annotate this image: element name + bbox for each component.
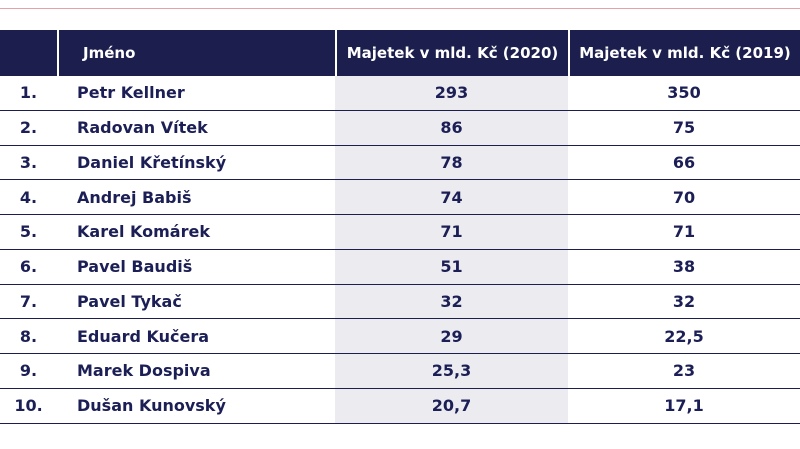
table-cell: 71 <box>672 222 696 242</box>
table-cell: Daniel Křetínský <box>77 152 227 172</box>
table-cell: 70 <box>672 187 696 207</box>
table-row: 9. Marek Dospiva 25,3 23 <box>0 354 800 389</box>
table-cell: 32 <box>335 284 568 319</box>
header-cell <box>0 30 57 76</box>
table-cell: 3. <box>19 152 38 172</box>
table-cell: 17,1 <box>664 396 704 416</box>
table-cell: 10. <box>14 396 43 416</box>
table-cell: 1. <box>19 83 38 103</box>
table-cell: Marek Dospiva <box>77 361 211 381</box>
table-cell: Karel Komárek <box>77 222 210 242</box>
table-cell: 293 <box>335 76 568 110</box>
table-cell: Andrej Babiš <box>77 187 192 207</box>
table-cell: Radovan Vítek <box>77 118 208 138</box>
table-cell: 71 <box>335 215 568 249</box>
table-cell: 2. <box>19 118 38 138</box>
table-cell: 6. <box>19 257 38 277</box>
header-row: Jméno Majetek v mld. Kč (2020) Majetek v m… <box>0 30 800 76</box>
table-cell: Pavel Baudiš <box>77 257 193 277</box>
table-cell: 8. <box>19 326 38 346</box>
header-cell: Majetek v mld. Kč (2019) <box>568 30 800 76</box>
top-rule <box>0 8 800 9</box>
table-row: 6. Pavel Baudiš 51 38 <box>0 249 800 285</box>
table-row: 10. Dušan Kunovský 20,7 17,1 <box>0 388 800 424</box>
table-row: 2. Radovan Vítek 86 75 <box>0 110 800 146</box>
table-row: 5. Karel Komárek 71 71 <box>0 215 800 250</box>
table-cell: 5. <box>19 222 38 242</box>
table-cell: 25,3 <box>335 354 568 388</box>
table-cell: 4. <box>19 187 38 207</box>
table-cell: 23 <box>672 361 696 381</box>
table-cell: 22,5 <box>664 326 704 346</box>
table-cell: 29 <box>335 319 568 353</box>
table-cell: 78 <box>335 145 568 180</box>
table-row: 1. Petr Kellner 293 350 <box>0 76 800 111</box>
table-cell: 74 <box>335 180 568 214</box>
table-row: 7. Pavel Tykač 32 32 <box>0 284 800 320</box>
table-cell: 32 <box>672 291 696 311</box>
table-cell: Petr Kellner <box>77 83 185 103</box>
table-cell: Eduard Kučera <box>77 326 210 346</box>
table-cell: 75 <box>672 118 696 138</box>
header-cell: Majetek v mld. Kč (2020) <box>335 30 568 76</box>
table-row: 8. Eduard Kučera 29 22,5 <box>0 319 800 354</box>
table-row: 3. Daniel Křetínský 78 66 <box>0 145 800 181</box>
table-cell: Dušan Kunovský <box>77 396 226 416</box>
table-row: 4. Andrej Babiš 74 70 <box>0 180 800 215</box>
table-cell: 9. <box>19 361 38 381</box>
header-cell: Jméno <box>57 30 335 76</box>
table-cell: 20,7 <box>335 388 568 423</box>
table-cell: 86 <box>335 110 568 145</box>
table-cell: 350 <box>667 83 701 103</box>
table-cell: 38 <box>672 257 696 277</box>
table-cell: Pavel Tykač <box>77 291 182 311</box>
table-cell: 66 <box>672 152 696 172</box>
table-cell: 51 <box>335 249 568 284</box>
table-cell: 7. <box>19 291 38 311</box>
